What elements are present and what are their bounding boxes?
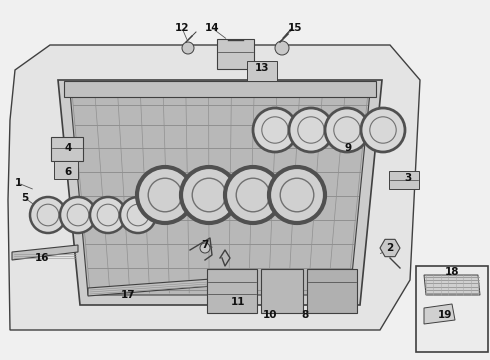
Text: 19: 19 — [438, 310, 452, 320]
Circle shape — [120, 197, 156, 233]
FancyBboxPatch shape — [247, 61, 277, 81]
Text: 5: 5 — [22, 193, 28, 203]
Text: 8: 8 — [301, 310, 309, 320]
Circle shape — [60, 197, 96, 233]
Text: 2: 2 — [387, 243, 393, 253]
FancyBboxPatch shape — [207, 269, 257, 313]
Polygon shape — [8, 45, 420, 330]
Text: 17: 17 — [121, 290, 135, 300]
FancyBboxPatch shape — [261, 269, 303, 313]
FancyBboxPatch shape — [416, 266, 488, 352]
Text: 1: 1 — [14, 178, 22, 188]
Text: 14: 14 — [205, 23, 220, 33]
Polygon shape — [12, 245, 78, 260]
FancyBboxPatch shape — [307, 269, 357, 313]
Text: 4: 4 — [64, 143, 72, 153]
FancyBboxPatch shape — [64, 81, 376, 97]
Circle shape — [90, 197, 126, 233]
Text: 16: 16 — [35, 253, 49, 263]
Text: 7: 7 — [201, 240, 209, 250]
Text: 6: 6 — [64, 167, 72, 177]
Polygon shape — [58, 80, 382, 305]
Polygon shape — [380, 239, 400, 257]
Text: 9: 9 — [344, 143, 351, 153]
Circle shape — [182, 42, 194, 54]
Text: 18: 18 — [445, 267, 459, 277]
Circle shape — [253, 108, 297, 152]
Circle shape — [275, 41, 289, 55]
Text: 3: 3 — [404, 173, 412, 183]
Polygon shape — [70, 92, 370, 295]
FancyBboxPatch shape — [389, 171, 419, 189]
FancyBboxPatch shape — [54, 161, 78, 179]
FancyBboxPatch shape — [51, 137, 83, 161]
Polygon shape — [88, 278, 225, 296]
Text: 10: 10 — [263, 310, 277, 320]
Circle shape — [361, 108, 405, 152]
Circle shape — [289, 108, 333, 152]
Circle shape — [137, 167, 193, 223]
Text: 12: 12 — [175, 23, 189, 33]
Circle shape — [181, 167, 237, 223]
Polygon shape — [424, 275, 480, 295]
Circle shape — [325, 108, 369, 152]
Circle shape — [225, 167, 281, 223]
Circle shape — [200, 243, 210, 253]
FancyBboxPatch shape — [217, 39, 254, 69]
Text: 11: 11 — [231, 297, 245, 307]
Polygon shape — [424, 304, 455, 324]
Text: 13: 13 — [255, 63, 269, 73]
Text: 15: 15 — [288, 23, 302, 33]
Circle shape — [30, 197, 66, 233]
Circle shape — [269, 167, 325, 223]
